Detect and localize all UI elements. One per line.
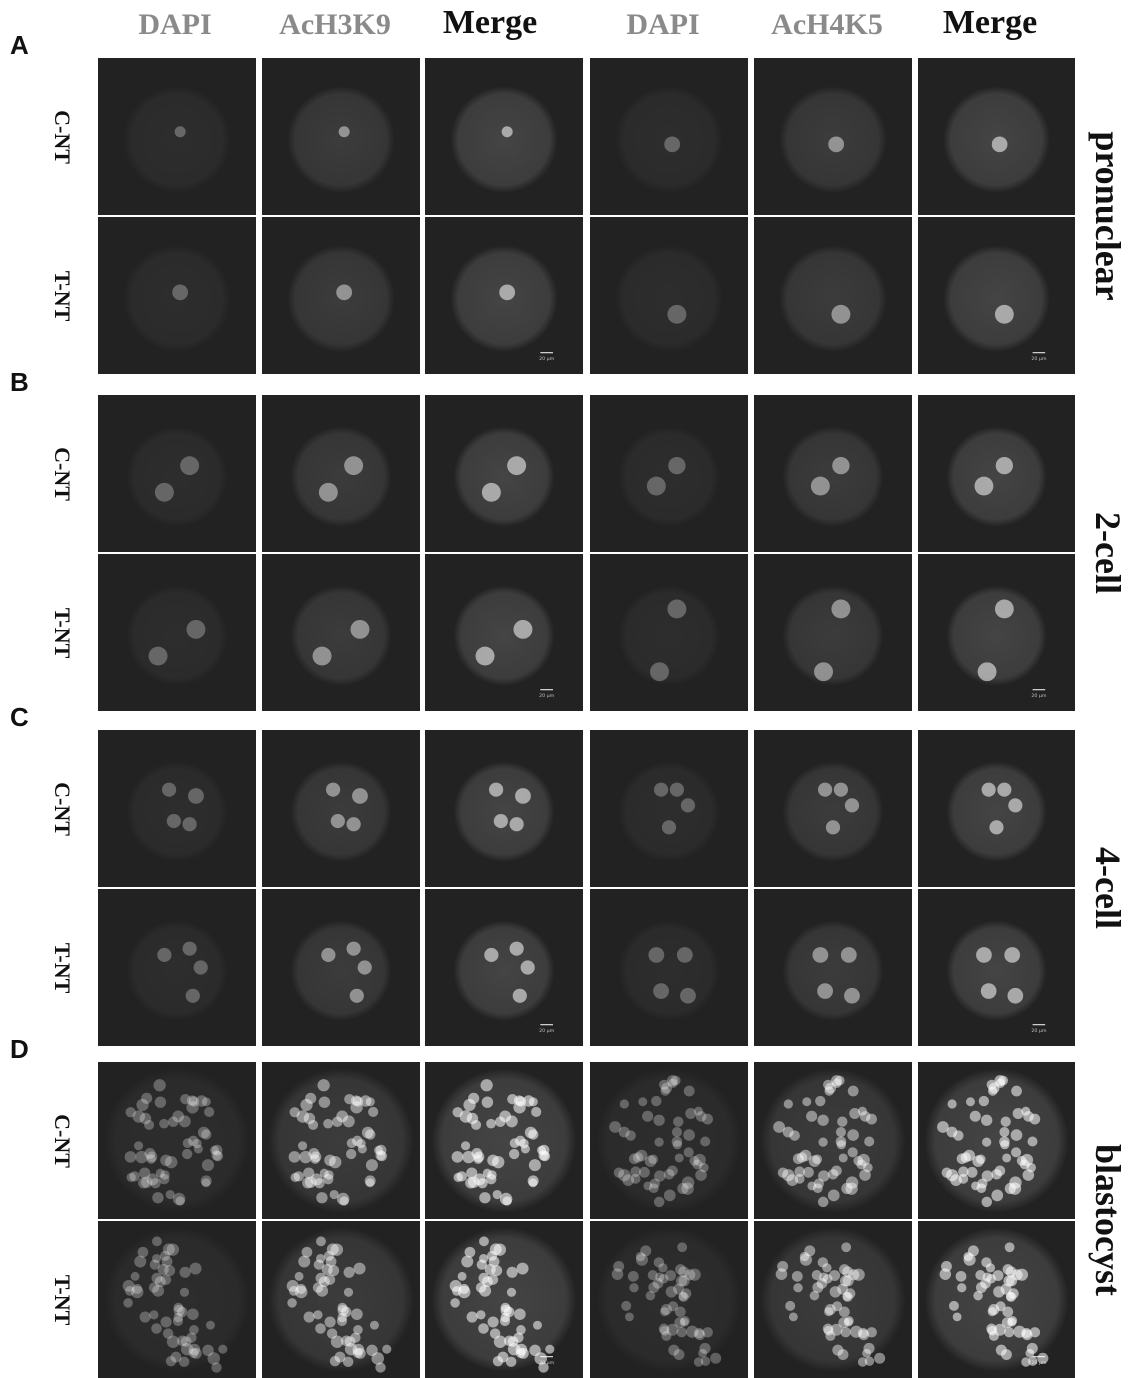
panel-letter-a: A xyxy=(10,30,29,60)
micrograph-a-t-nt-5 xyxy=(754,217,912,374)
column-header-dapi-2: DAPI xyxy=(626,8,700,41)
micrograph-c-t-nt-5 xyxy=(754,889,912,1046)
stage-label-pronuclear: pronuclear xyxy=(1088,131,1128,301)
row-label-c-nt: C-NT xyxy=(50,1113,75,1168)
row-label-t-nt: T-NT xyxy=(50,607,75,658)
column-header-merge-1: Merge xyxy=(442,4,538,41)
column-header-merge-2: Merge xyxy=(942,4,1038,41)
micrograph-a-t-nt-1 xyxy=(98,217,256,374)
micrograph-a-c-nt-3 xyxy=(425,58,583,215)
micrograph-d-c-nt-6 xyxy=(918,1062,1075,1219)
micrograph-b-t-nt-2 xyxy=(262,554,420,711)
micrograph-c-t-nt-3: 20 μm xyxy=(425,889,583,1046)
micrograph-d-c-nt-5 xyxy=(754,1062,912,1219)
svg-text:20 μm: 20 μm xyxy=(539,1028,555,1034)
svg-text:20 μm: 20 μm xyxy=(539,356,555,362)
micrograph-c-c-nt-3 xyxy=(425,730,583,887)
micrograph-c-c-nt-1 xyxy=(98,730,256,887)
column-header-dapi-1: DAPI xyxy=(138,8,212,41)
micrograph-a-c-nt-1 xyxy=(98,58,256,215)
panel-letter-c: C xyxy=(10,702,29,732)
micrograph-b-c-nt-4 xyxy=(590,395,748,552)
micrograph-d-t-nt-3: 20 μm xyxy=(425,1221,583,1378)
row-label-t-nt: T-NT xyxy=(50,270,75,321)
micrograph-d-c-nt-4 xyxy=(590,1062,748,1219)
micrograph-c-t-nt-1 xyxy=(98,889,256,1046)
micrograph-c-c-nt-2 xyxy=(262,730,420,887)
row-label-t-nt: T-NT xyxy=(50,942,75,993)
micrograph-b-t-nt-5 xyxy=(754,554,912,711)
micrograph-b-t-nt-6: 20 μm xyxy=(918,554,1075,711)
svg-text:20 μm: 20 μm xyxy=(539,1360,555,1366)
svg-text:20 μm: 20 μm xyxy=(1031,1360,1047,1366)
panel-letter-b: B xyxy=(10,367,29,397)
micrograph-b-t-nt-1 xyxy=(98,554,256,711)
micrograph-a-t-nt-6: 20 μm xyxy=(918,217,1075,374)
micrograph-b-c-nt-2 xyxy=(262,395,420,552)
micrograph-a-c-nt-6 xyxy=(918,58,1075,215)
stage-label-4-cell: 4-cell xyxy=(1088,847,1128,929)
micrograph-a-t-nt-4 xyxy=(590,217,748,374)
micrograph-c-c-nt-4 xyxy=(590,730,748,887)
micrograph-b-c-nt-5 xyxy=(754,395,912,552)
svg-text:20 μm: 20 μm xyxy=(1031,356,1047,362)
svg-text:20 μm: 20 μm xyxy=(1031,693,1047,699)
micrograph-d-c-nt-3 xyxy=(425,1062,583,1219)
micrograph-b-t-nt-3: 20 μm xyxy=(425,554,583,711)
micrograph-b-c-nt-3 xyxy=(425,395,583,552)
micrograph-a-t-nt-3: 20 μm xyxy=(425,217,583,374)
column-header-ach3k9: AcH3K9 xyxy=(279,8,391,41)
row-label-c-nt: C-NT xyxy=(50,781,75,836)
micrograph-a-c-nt-2 xyxy=(262,58,420,215)
micrograph-c-c-nt-6 xyxy=(918,730,1075,887)
row-label-c-nt: C-NT xyxy=(50,109,75,164)
column-header-ach4k5: AcH4K5 xyxy=(771,8,883,41)
stage-label-2-cell: 2-cell xyxy=(1088,512,1128,594)
micrograph-b-c-nt-1 xyxy=(98,395,256,552)
stage-label-blastocyst: blastocyst xyxy=(1088,1144,1128,1296)
micrograph-c-t-nt-4 xyxy=(590,889,748,1046)
micrograph-b-t-nt-4 xyxy=(590,554,748,711)
micrograph-a-c-nt-4 xyxy=(590,58,748,215)
micrograph-d-t-nt-2 xyxy=(262,1221,420,1378)
panel-letter-d: D xyxy=(10,1034,29,1064)
micrograph-a-c-nt-5 xyxy=(754,58,912,215)
micrograph-c-t-nt-2 xyxy=(262,889,420,1046)
micrograph-d-c-nt-2 xyxy=(262,1062,420,1219)
micrograph-b-c-nt-6 xyxy=(918,395,1075,552)
micrograph-d-c-nt-1 xyxy=(98,1062,256,1219)
micrograph-d-t-nt-5 xyxy=(754,1221,912,1378)
micrograph-d-t-nt-4 xyxy=(590,1221,748,1378)
micrograph-c-t-nt-6: 20 μm xyxy=(918,889,1075,1046)
svg-text:20 μm: 20 μm xyxy=(539,693,555,699)
svg-text:20 μm: 20 μm xyxy=(1031,1028,1047,1034)
row-label-t-nt: T-NT xyxy=(50,1274,75,1325)
micrograph-d-t-nt-1 xyxy=(98,1221,256,1378)
micrograph-a-t-nt-2 xyxy=(262,217,420,374)
row-label-c-nt: C-NT xyxy=(50,446,75,501)
micrograph-c-c-nt-5 xyxy=(754,730,912,887)
micrograph-d-t-nt-6: 20 μm xyxy=(918,1221,1075,1378)
